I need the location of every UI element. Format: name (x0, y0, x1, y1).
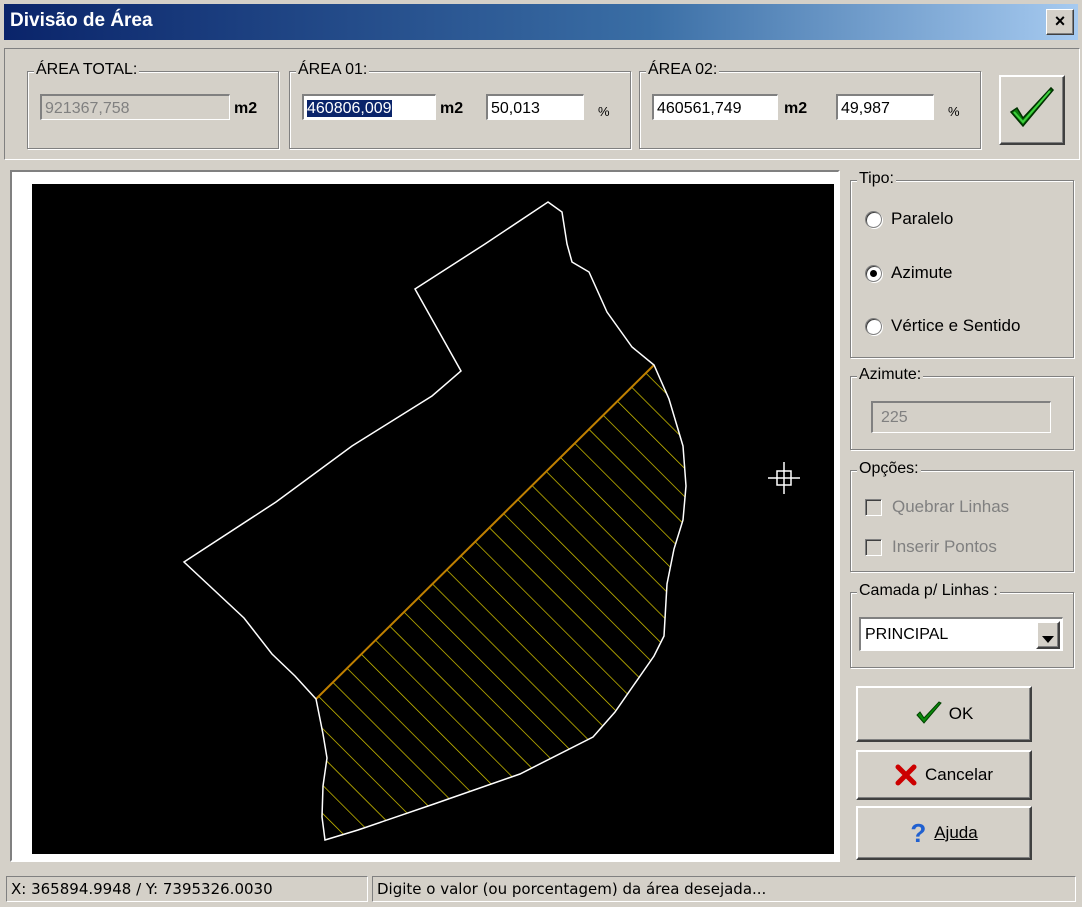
azimute-label: Azimute: (857, 366, 924, 384)
title-bar: Divisão de Área × (4, 4, 1078, 40)
area-02-label: ÁREA 02: (646, 61, 720, 79)
status-message: Digite o valor (ou porcentagem) da área … (372, 876, 1076, 902)
window-title: Divisão de Área (10, 10, 153, 31)
area-02-value-input[interactable]: 460561,749 (652, 94, 778, 120)
polygon-drawing (182, 201, 800, 841)
cancel-button-label: Cancelar (924, 765, 994, 784)
radio-paralelo-circle[interactable] (865, 210, 882, 228)
apply-button[interactable] (999, 75, 1065, 145)
area-01-percent-input[interactable]: 50,013 (486, 94, 584, 120)
drawing-canvas[interactable] (32, 184, 834, 854)
radio-azimute-label: Azimute (891, 263, 953, 282)
checkmark-icon (916, 701, 942, 724)
area-01-group: ÁREA 01: 460806,009 m2 50,013 % (289, 61, 631, 149)
chevron-down-icon (1042, 636, 1054, 643)
radio-azimute[interactable]: Azimute (865, 261, 952, 285)
area-total-group: ÁREA TOTAL: 921367,758 m2 (27, 61, 279, 149)
area-01-label: ÁREA 01: (296, 61, 370, 79)
checkbox-inserir-pontos-box[interactable] (865, 538, 882, 556)
area-01-value-selection: 460806,009 (307, 100, 392, 117)
area-01-value-input[interactable]: 460806,009 (302, 94, 436, 120)
checkbox-quebrar-linhas[interactable]: Quebrar Linhas (865, 497, 1009, 517)
radio-paralelo[interactable]: Paralelo (865, 207, 953, 231)
area-total-field: 921367,758 (40, 94, 230, 120)
camada-select[interactable]: PRINCIPAL (859, 617, 1063, 651)
opcoes-label: Opções: (857, 460, 921, 478)
division-line (315, 364, 655, 700)
ok-button-label: OK (948, 704, 974, 723)
radio-azimute-circle[interactable] (865, 264, 882, 282)
checkbox-quebrar-linhas-label: Quebrar Linhas (892, 497, 1010, 516)
close-button[interactable]: × (1046, 9, 1074, 35)
azimute-group: Azimute: 225 (850, 366, 1074, 450)
azimute-input[interactable]: 225 (871, 401, 1051, 433)
checkbox-inserir-pontos-label: Inserir Pontos (892, 537, 997, 556)
area-01-percent-symbol: % (598, 104, 610, 119)
area-panel: ÁREA TOTAL: 921367,758 m2 ÁREA 01: 46080… (4, 48, 1080, 160)
crosshair-icon (768, 462, 800, 494)
question-icon: ? (910, 817, 927, 848)
tipo-label: Tipo: (857, 170, 896, 188)
ok-button[interactable]: OK (856, 686, 1032, 742)
camada-group: Camada p/ Linhas : PRINCIPAL (850, 582, 1074, 668)
help-button[interactable]: ? Ajuda (856, 806, 1032, 860)
area-01-hatch (316, 365, 686, 840)
help-button-label: Ajuda (934, 823, 978, 842)
area-01-unit: m2 (440, 100, 464, 117)
red-x-icon (895, 764, 917, 786)
opcoes-group: Opções: Quebrar Linhas Inserir Pontos (850, 460, 1074, 572)
checkbox-inserir-pontos[interactable]: Inserir Pontos (865, 537, 997, 557)
camada-select-value: PRINCIPAL (865, 626, 949, 643)
status-coordinates: X: 365894.9948 / Y: 7395326.0030 (6, 876, 368, 902)
radio-vertice-sentido-circle[interactable] (865, 317, 882, 335)
cancel-button[interactable]: Cancelar (856, 750, 1032, 800)
area-02-percent-input[interactable]: 49,987 (836, 94, 934, 120)
close-icon: × (1054, 11, 1066, 31)
area-total-unit: m2 (234, 100, 258, 117)
drawing-viewport[interactable] (10, 170, 840, 862)
radio-vertice-sentido[interactable]: Vértice e Sentido (865, 314, 1020, 338)
area-02-percent-symbol: % (948, 104, 960, 119)
area-02-unit: m2 (784, 100, 808, 117)
tipo-group: Tipo: Paralelo Azimute Vértice e Sentido (850, 170, 1074, 358)
lot-polygon (182, 201, 687, 841)
camada-label: Camada p/ Linhas : (857, 582, 1000, 600)
area-02-group: ÁREA 02: 460561,749 m2 49,987 % (639, 61, 981, 149)
status-bar: X: 365894.9948 / Y: 7395326.0030 Digite … (4, 876, 1078, 903)
radio-paralelo-label: Paralelo (891, 209, 954, 228)
area-total-label: ÁREA TOTAL: (34, 61, 140, 79)
checkbox-quebrar-linhas-box[interactable] (865, 498, 882, 516)
radio-vertice-sentido-label: Vértice e Sentido (891, 316, 1021, 335)
checkmark-icon (1009, 86, 1055, 128)
camada-dropdown-button[interactable] (1036, 621, 1060, 649)
